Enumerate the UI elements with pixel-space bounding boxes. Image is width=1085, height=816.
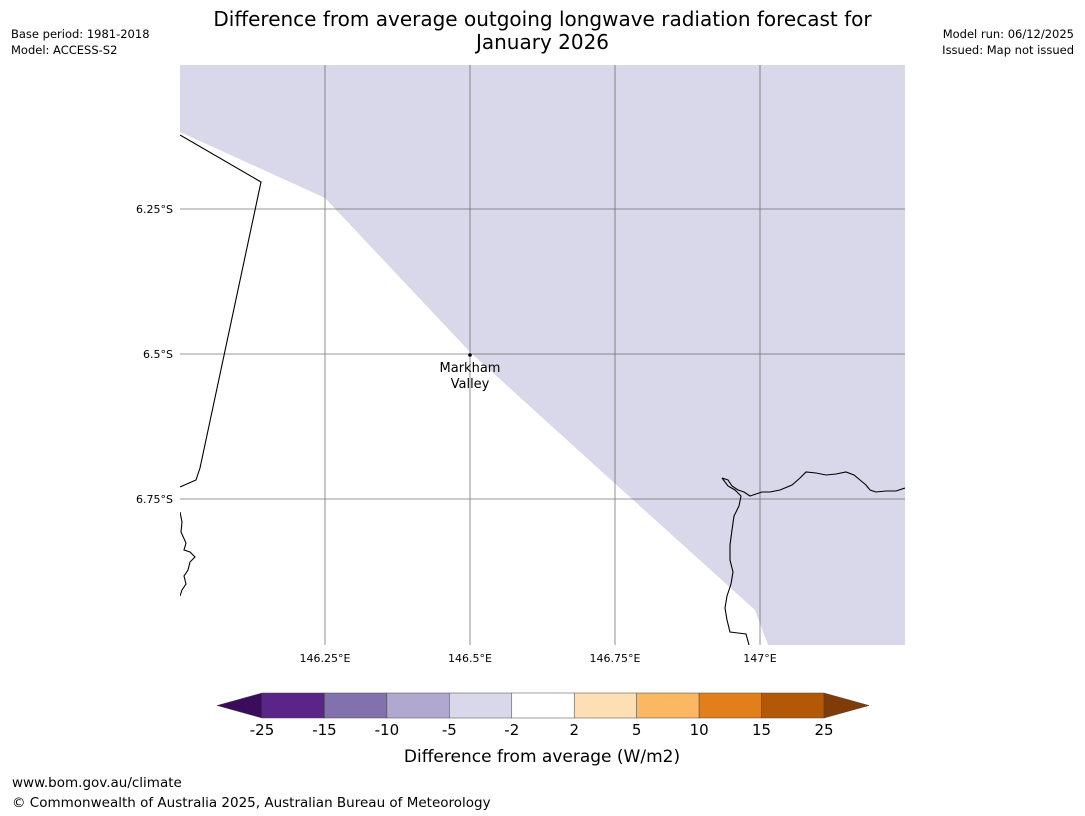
lon-label-146-25: 146.25°E: [300, 652, 351, 665]
lon-label-146-75: 146.75°E: [590, 652, 641, 665]
colorbar-segment: [636, 692, 700, 719]
colorbar-tick-label: 15: [752, 721, 771, 739]
lat-label-6-75: 6.75°S: [136, 493, 173, 506]
meta-left: Base period: 1981-2018 Model: ACCESS-S2: [11, 26, 150, 58]
anomaly-region: [180, 65, 905, 645]
lon-labels: 146.25°E 146.5°E 146.75°E 147°E: [300, 652, 777, 665]
colorbar-tick-label: -2: [504, 721, 519, 739]
coastline-east: [721, 471, 905, 497]
boundaries: [180, 134, 905, 645]
title-line-1: Difference from average outgoing longwav…: [213, 7, 872, 31]
colorbar-segment: [761, 692, 825, 719]
colorbar-tick-label: 5: [632, 721, 642, 739]
colorbar-segment: [698, 692, 762, 719]
colorbar-tick-label: -10: [375, 721, 400, 739]
colorbar-segment: [324, 692, 388, 719]
map-title: Difference from average outgoing longwav…: [140, 8, 945, 54]
meta-right: Model run: 06/12/2025 Issued: Map not is…: [942, 26, 1074, 58]
markham-valley-marker: [468, 353, 472, 357]
district-boundary: [180, 134, 262, 488]
graticule: [180, 65, 905, 645]
colorbar-segment: [573, 692, 637, 719]
model-text: Model: ACCESS-S2: [11, 43, 118, 57]
lon-label-146-5: 146.5°E: [448, 652, 492, 665]
place-label-line-1: Markham: [440, 361, 501, 376]
colorbar-label: Difference from average (W/m2): [404, 747, 680, 767]
colorbar-segment: [449, 692, 513, 719]
lat-label-6-5: 6.5°S: [143, 348, 173, 361]
footer-url: www.bom.gov.au/climate: [12, 775, 182, 791]
place-label-line-2: Valley: [451, 377, 490, 392]
lat-label-6-25: 6.25°S: [136, 203, 173, 216]
colorbar-extend-low: [216, 692, 263, 719]
issued-text: Issued: Map not issued: [942, 43, 1074, 57]
coastline-west: [180, 511, 196, 597]
colorbar-tick-labels: -25 -15 -10 -5 -2 2 5 10 15 25: [250, 721, 834, 739]
colorbar-tick-label: -15: [312, 721, 337, 739]
lon-label-147: 147°E: [743, 652, 776, 665]
colorbar-tick-label: -5: [442, 721, 457, 739]
lat-labels: 6.25°S 6.5°S 6.75°S: [136, 203, 173, 506]
title-line-2: January 2026: [475, 30, 610, 54]
colorbar-tick-label: -25: [250, 721, 275, 739]
colorbar-segment: [386, 692, 450, 719]
colorbar: [216, 692, 870, 719]
river: [721, 477, 750, 645]
colorbar-tick-label: 2: [569, 721, 579, 739]
footer-copyright: © Commonwealth of Australia 2025, Austra…: [12, 795, 491, 811]
colorbar-segment: [261, 692, 325, 719]
colorbar-tick-label: 25: [814, 721, 833, 739]
base-period-text: Base period: 1981-2018: [11, 27, 150, 41]
model-run-text: Model run: 06/12/2025: [942, 27, 1074, 41]
colorbar-segment: [511, 692, 575, 719]
colorbar-tick-label: 10: [690, 721, 709, 739]
colorbar-extend-high: [823, 692, 870, 719]
map-area: [180, 65, 905, 645]
